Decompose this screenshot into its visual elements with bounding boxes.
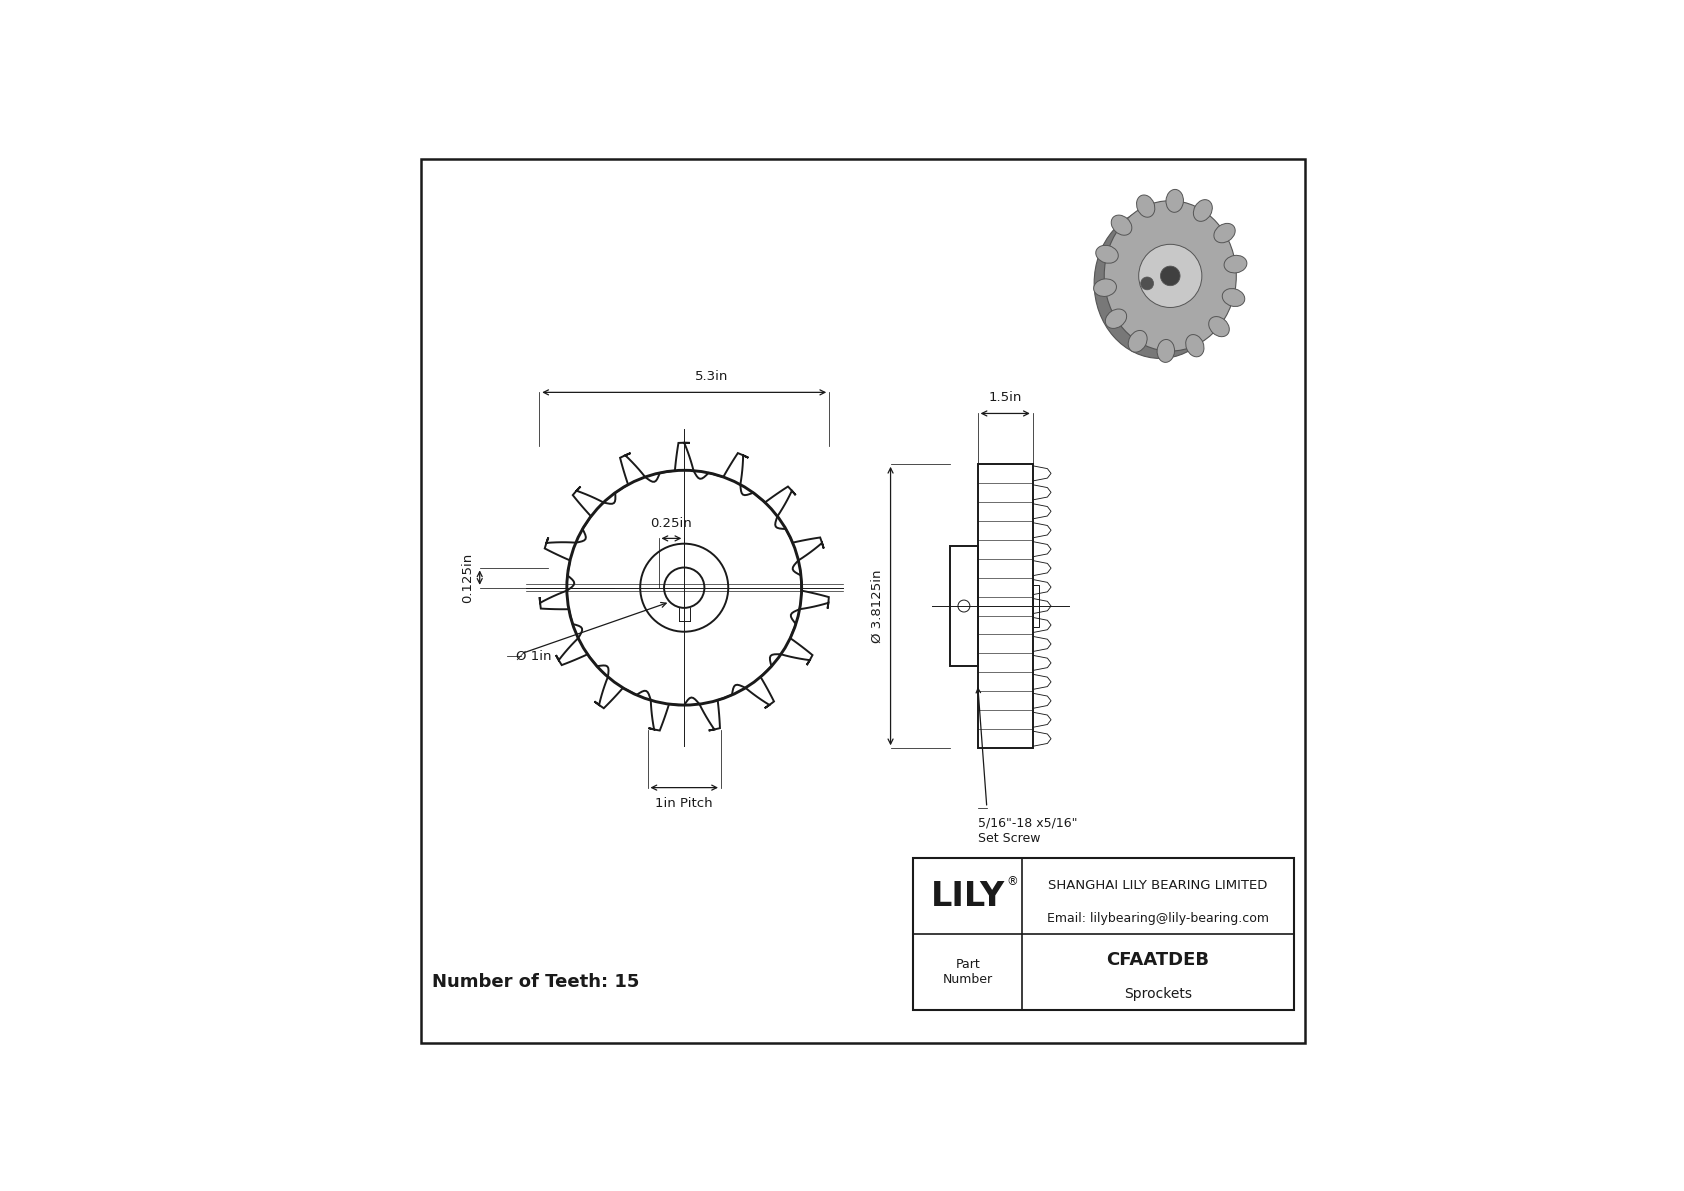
Text: 5/16"-18 x5/16"
Set Screw: 5/16"-18 x5/16" Set Screw [978, 817, 1078, 844]
Bar [1032, 585, 1039, 626]
Ellipse shape [1165, 189, 1184, 212]
Text: Email: lilybearing@lily-bearing.com: Email: lilybearing@lily-bearing.com [1047, 912, 1270, 925]
Ellipse shape [1105, 201, 1236, 351]
Text: Sprockets: Sprockets [1123, 987, 1192, 1002]
Circle shape [1160, 266, 1180, 286]
Text: Ø 1in: Ø 1in [517, 650, 552, 663]
Text: 1in Pitch: 1in Pitch [655, 797, 712, 810]
Bar [978, 464, 1032, 748]
Text: 1.5in: 1.5in [989, 392, 1022, 404]
Ellipse shape [1223, 288, 1244, 306]
Ellipse shape [1209, 317, 1229, 337]
Ellipse shape [1128, 330, 1147, 353]
Text: Part
Number: Part Number [943, 958, 994, 986]
Circle shape [1140, 278, 1154, 289]
Ellipse shape [1214, 224, 1234, 243]
Text: CFAATDEB: CFAATDEB [1106, 950, 1209, 968]
Text: LILY: LILY [931, 880, 1005, 912]
Bar [950, 547, 978, 666]
Text: SHANGHAI LILY BEARING LIMITED: SHANGHAI LILY BEARING LIMITED [1049, 879, 1268, 892]
Text: 5.3in: 5.3in [695, 370, 729, 384]
Ellipse shape [1111, 216, 1132, 235]
Text: Number of Teeth: 15: Number of Teeth: 15 [433, 973, 640, 991]
Text: 0.25in: 0.25in [650, 517, 692, 530]
Circle shape [1138, 244, 1202, 307]
Bar [913, 859, 1293, 1010]
Ellipse shape [1096, 245, 1118, 263]
Ellipse shape [1157, 339, 1174, 362]
Text: Ø 3.8125in: Ø 3.8125in [871, 569, 884, 643]
Ellipse shape [1093, 279, 1116, 297]
Text: ®: ® [1007, 875, 1019, 888]
Ellipse shape [1186, 335, 1204, 357]
Ellipse shape [1194, 200, 1212, 222]
Ellipse shape [1105, 308, 1127, 329]
Ellipse shape [1224, 255, 1246, 273]
Text: 0.125in: 0.125in [461, 553, 475, 603]
Ellipse shape [1095, 208, 1226, 358]
Ellipse shape [1137, 195, 1155, 217]
